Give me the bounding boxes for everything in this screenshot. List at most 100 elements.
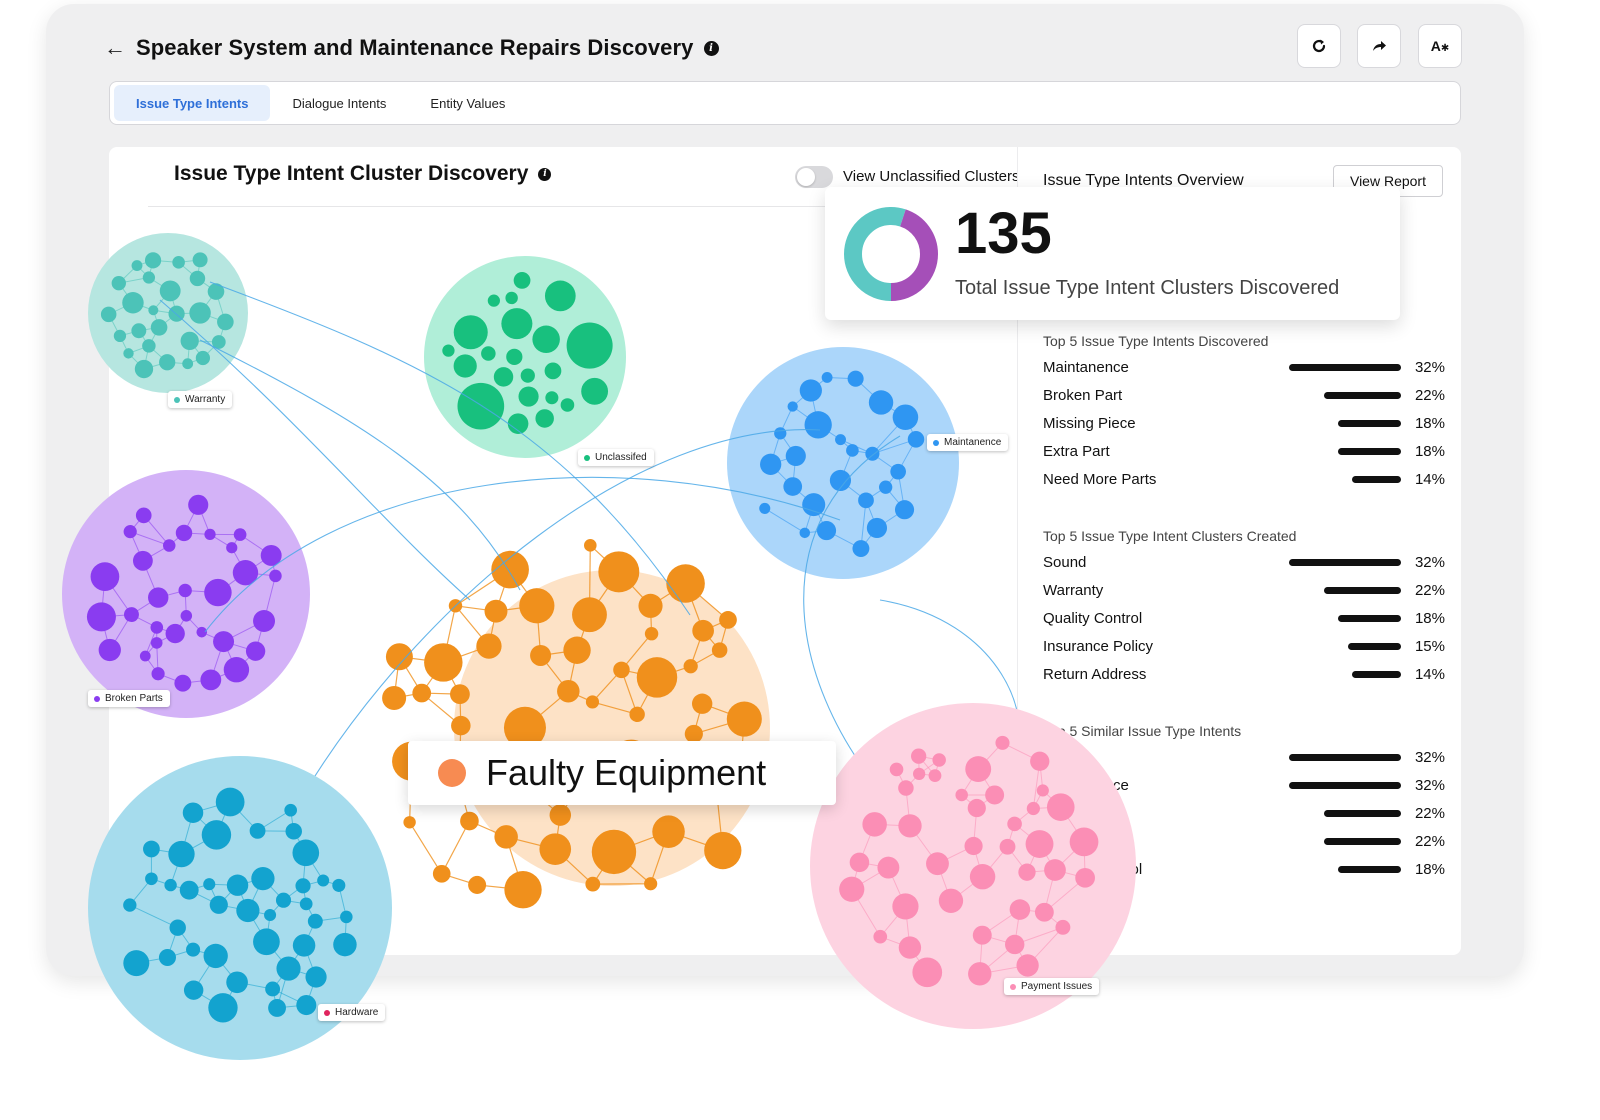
cluster-node[interactable] bbox=[192, 252, 208, 268]
cluster-node[interactable] bbox=[213, 631, 235, 653]
cluster-node[interactable] bbox=[159, 354, 176, 371]
cluster-node[interactable] bbox=[503, 706, 546, 749]
tab-dialogue-intents[interactable]: Dialogue Intents bbox=[292, 95, 387, 111]
cluster-node[interactable] bbox=[145, 872, 158, 886]
list-item[interactable]: Quality Control 18% bbox=[1043, 604, 1445, 632]
cluster-node[interactable] bbox=[504, 871, 542, 909]
list-item[interactable]: Sound 32% bbox=[1043, 548, 1445, 576]
cluster-node[interactable] bbox=[150, 637, 163, 649]
cluster-node[interactable] bbox=[846, 444, 859, 457]
cluster-node[interactable] bbox=[898, 780, 914, 796]
cluster-node[interactable] bbox=[726, 701, 762, 737]
cluster-node[interactable] bbox=[215, 787, 245, 817]
cluster-node[interactable] bbox=[774, 427, 787, 440]
cluster-node[interactable] bbox=[898, 814, 922, 838]
cluster-node[interactable] bbox=[226, 971, 248, 994]
cluster-node[interactable] bbox=[584, 539, 597, 552]
cluster-node[interactable] bbox=[1026, 801, 1040, 816]
tab-entity-values[interactable]: Entity Values bbox=[430, 95, 506, 111]
cluster-node[interactable] bbox=[204, 578, 232, 607]
cluster-node[interactable] bbox=[178, 583, 192, 598]
cluster-node[interactable] bbox=[123, 525, 137, 539]
cluster-node[interactable] bbox=[530, 644, 552, 666]
cluster-node[interactable] bbox=[704, 831, 742, 870]
cluster-node[interactable] bbox=[451, 715, 471, 736]
cluster-node[interactable] bbox=[865, 446, 880, 461]
cluster-node[interactable] bbox=[403, 816, 416, 829]
cluster-node[interactable] bbox=[169, 919, 186, 936]
cluster-node[interactable] bbox=[292, 934, 316, 957]
cluster-node[interactable] bbox=[268, 998, 286, 1017]
cluster-node[interactable] bbox=[1025, 830, 1054, 858]
cluster-node[interactable] bbox=[189, 302, 211, 324]
cluster-node[interactable] bbox=[276, 956, 301, 981]
cluster-hardware[interactable] bbox=[88, 756, 392, 1060]
translate-button[interactable]: A✱ bbox=[1418, 24, 1462, 68]
cluster-node[interactable] bbox=[912, 957, 943, 988]
cluster-node[interactable] bbox=[253, 610, 276, 633]
cluster-node[interactable] bbox=[563, 636, 591, 664]
cluster-node[interactable] bbox=[532, 325, 560, 354]
cluster-node[interactable] bbox=[275, 892, 292, 908]
cluster-node[interactable] bbox=[179, 880, 199, 900]
cluster-node[interactable] bbox=[760, 453, 782, 475]
cluster-node[interactable] bbox=[132, 550, 153, 571]
cluster-node[interactable] bbox=[183, 980, 204, 1000]
cluster-node[interactable] bbox=[692, 619, 714, 642]
cluster-node[interactable] bbox=[519, 588, 555, 624]
cluster-node[interactable] bbox=[131, 260, 143, 272]
cluster-node[interactable] bbox=[299, 897, 313, 911]
cluster-tag-payment-issues[interactable]: Payment Issues bbox=[1004, 978, 1100, 995]
cluster-node[interactable] bbox=[501, 308, 533, 340]
cluster-node[interactable] bbox=[598, 551, 640, 593]
cluster-node[interactable] bbox=[340, 910, 353, 924]
cluster-node[interactable] bbox=[907, 431, 925, 448]
cluster-node[interactable] bbox=[123, 898, 137, 912]
cluster-node[interactable] bbox=[892, 893, 919, 920]
cluster-node[interactable] bbox=[505, 291, 518, 305]
cluster-node[interactable] bbox=[453, 315, 488, 350]
cluster-node[interactable] bbox=[305, 966, 327, 988]
cluster-node[interactable] bbox=[295, 878, 311, 894]
cluster-maintanence[interactable] bbox=[727, 347, 959, 579]
cluster-node[interactable] bbox=[507, 413, 529, 434]
cluster-node[interactable] bbox=[209, 895, 228, 914]
unclassified-toggle[interactable] bbox=[795, 166, 833, 188]
cluster-node[interactable] bbox=[245, 641, 266, 661]
cluster-node[interactable] bbox=[296, 995, 317, 1016]
cluster-node[interactable] bbox=[1075, 867, 1095, 888]
cluster-node[interactable] bbox=[148, 305, 159, 316]
cluster-node[interactable] bbox=[165, 623, 185, 644]
cluster-node[interactable] bbox=[113, 329, 127, 343]
cluster-node[interactable] bbox=[520, 368, 535, 383]
cluster-node[interactable] bbox=[862, 812, 887, 837]
cluster-node[interactable] bbox=[493, 367, 514, 387]
cluster-node[interactable] bbox=[839, 876, 865, 902]
cluster-node[interactable] bbox=[879, 480, 893, 494]
cluster-node[interactable] bbox=[999, 838, 1016, 855]
cluster-node[interactable] bbox=[1016, 954, 1039, 977]
cluster-node[interactable] bbox=[1018, 863, 1036, 881]
cluster-node[interactable] bbox=[236, 898, 260, 923]
cluster-node[interactable] bbox=[142, 271, 156, 284]
cluster-node[interactable] bbox=[557, 679, 580, 703]
cluster-node[interactable] bbox=[629, 706, 645, 723]
cluster-node[interactable] bbox=[683, 659, 698, 674]
cluster-node[interactable] bbox=[200, 669, 222, 691]
cluster-node[interactable] bbox=[164, 878, 177, 892]
share-button[interactable] bbox=[1357, 24, 1401, 68]
cluster-node[interactable] bbox=[968, 962, 992, 986]
cluster-node[interactable] bbox=[835, 434, 847, 446]
cluster-node[interactable] bbox=[226, 874, 249, 896]
list-item[interactable]: Extra Part 18% bbox=[1043, 437, 1445, 465]
cluster-node[interactable] bbox=[412, 683, 432, 703]
cluster-node[interactable] bbox=[684, 724, 703, 744]
cluster-tag-hardware[interactable]: Hardware bbox=[318, 1004, 386, 1021]
cluster-node[interactable] bbox=[545, 391, 559, 405]
cluster-node[interactable] bbox=[652, 815, 685, 848]
cluster-node[interactable] bbox=[211, 335, 226, 349]
cluster-node[interactable] bbox=[123, 348, 134, 359]
cluster-node[interactable] bbox=[1069, 827, 1099, 857]
list-item[interactable]: Maintanence 32% bbox=[1043, 353, 1445, 381]
cluster-node[interactable] bbox=[513, 272, 531, 289]
